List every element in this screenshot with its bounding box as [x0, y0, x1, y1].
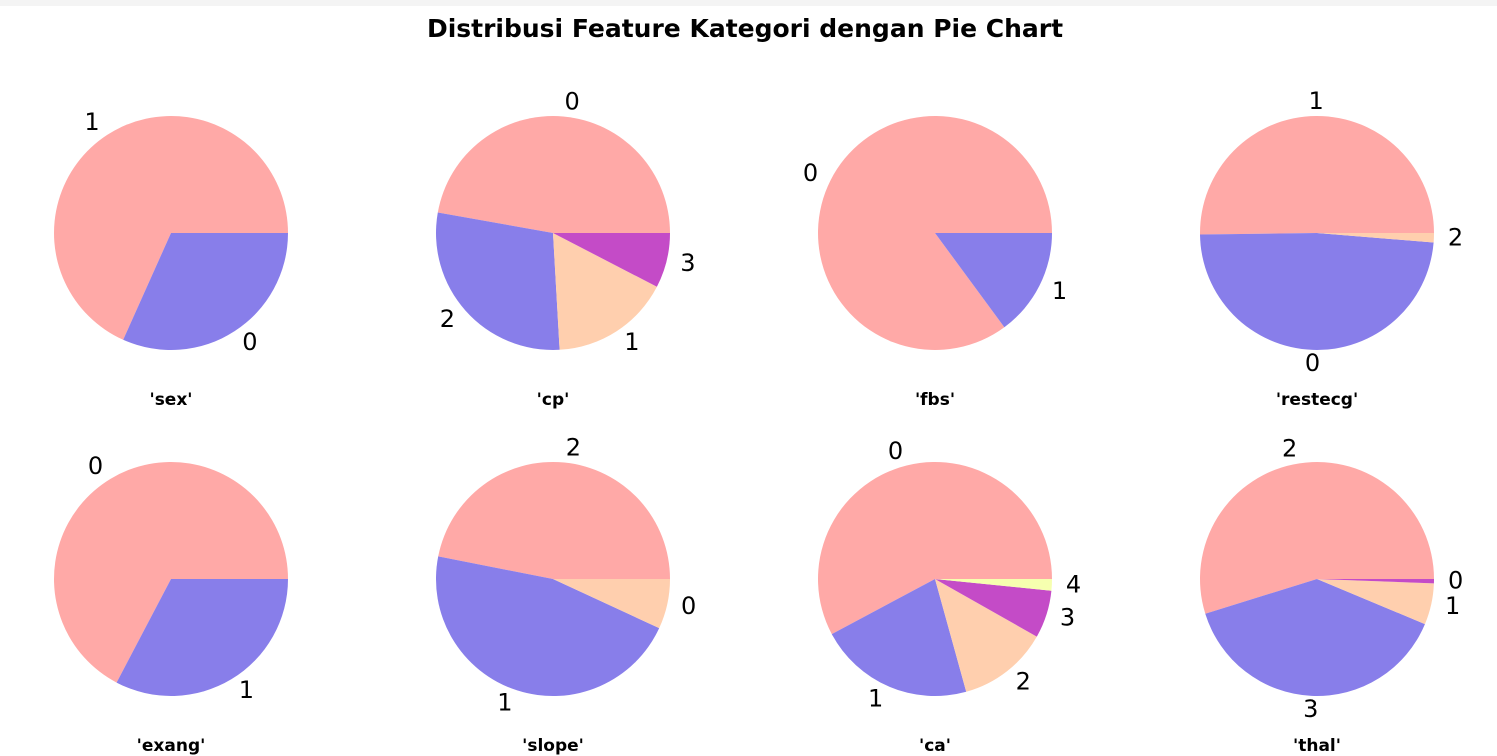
pie-xlabel: 'thal' [1293, 736, 1341, 756]
pie-xlabel: 'cp' [537, 390, 570, 410]
slice-label: 1 [1445, 592, 1460, 620]
pie-slice [935, 579, 1052, 591]
pie-chart: 1 0 'sex' [54, 108, 288, 410]
pie-slice [1200, 115, 1434, 235]
pie-slice [123, 233, 288, 350]
pie-chart: 0 1 'fbs' [803, 115, 1067, 410]
pie-xlabel: 'exang' [137, 736, 206, 756]
pie-xlabel: 'fbs' [915, 390, 955, 410]
pie-slice [437, 116, 670, 233]
slice-label: 0 [888, 437, 903, 465]
slice-label: 1 [497, 689, 512, 717]
slice-label: 1 [868, 684, 883, 712]
pie-slice [435, 556, 660, 697]
slice-label: 0 [803, 159, 818, 187]
slice-label: 1 [239, 676, 254, 704]
pie-chart: 2 3 10 'thal' [1200, 434, 1463, 756]
pie-slice [553, 233, 657, 350]
pie-xlabel: 'slope' [522, 736, 584, 756]
pie-slice [436, 212, 560, 350]
figure-title: Distribusi Feature Kategori dengan Pie C… [426, 14, 1064, 43]
pie-chart: 0 1 'exang' [54, 452, 289, 756]
pie-slice [1317, 579, 1434, 584]
slice-label: 0 [681, 592, 696, 620]
pie-slice [553, 579, 670, 629]
pie-slice [1317, 579, 1434, 625]
pie-chart: 0 2 1 3 'cp' [436, 88, 696, 410]
slice-label: 1 [84, 108, 99, 136]
pie-slice [935, 233, 1052, 328]
slice-label: 0 [1448, 567, 1463, 595]
pie-slice [1200, 461, 1434, 614]
pie-slice [553, 233, 670, 287]
slice-label: 2 [1448, 223, 1463, 251]
slice-label: 2 [440, 305, 455, 333]
pie-chart: 0 1 2 3 4 'ca' [818, 437, 1081, 756]
slice-label: 0 [565, 88, 580, 116]
slice-label: 0 [1305, 349, 1320, 377]
pie-chart: 2 1 0 'slope' [435, 434, 696, 756]
pie-slice [818, 462, 1052, 635]
pie-slice [935, 579, 1037, 692]
pie-slice [54, 461, 289, 683]
pie-slice [831, 579, 967, 697]
pie-slice [54, 115, 288, 340]
pie-slice [935, 579, 1052, 637]
slice-label: 1 [624, 328, 639, 356]
slice-label: 3 [680, 249, 695, 277]
pie-slice [116, 579, 288, 696]
slice-label: 3 [1303, 695, 1318, 723]
slice-label: 4 [1066, 571, 1081, 599]
slice-label: 1 [1052, 277, 1067, 305]
pie-chart: 1 0 2 'restecg' [1200, 87, 1463, 410]
pie-slice [817, 115, 1052, 350]
slice-label: 0 [242, 328, 257, 356]
top-bar [0, 0, 1497, 6]
slice-label: 2 [1016, 667, 1031, 695]
pie-xlabel: 'restecg' [1276, 390, 1358, 410]
pie-slice [438, 461, 670, 579]
slice-label: 1 [1309, 87, 1324, 115]
slice-label: 3 [1060, 604, 1075, 632]
pie-slice [1200, 233, 1434, 350]
slice-label: 2 [566, 434, 581, 462]
slice-label: 2 [1282, 434, 1297, 462]
pie-xlabel: 'ca' [919, 736, 951, 756]
pie-slice [1317, 233, 1434, 243]
slice-label: 0 [88, 452, 103, 480]
pie-xlabel: 'sex' [149, 390, 192, 410]
pie-slice [1205, 579, 1425, 696]
